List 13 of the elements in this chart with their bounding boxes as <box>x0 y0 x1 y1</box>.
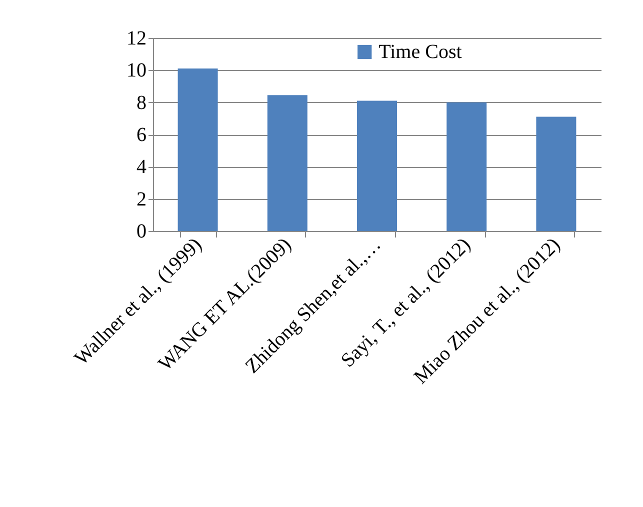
bar <box>446 102 487 231</box>
y-tick-label: 0 <box>136 220 146 242</box>
y-tick-label: 6 <box>136 124 146 146</box>
bar <box>267 95 308 231</box>
y-tick-label: 2 <box>136 188 146 210</box>
bar <box>536 116 576 231</box>
legend-label: Time Cost <box>378 41 462 63</box>
y-tick-label: 4 <box>136 156 146 178</box>
y-tick-label: 10 <box>126 60 146 82</box>
y-tick-label: 8 <box>136 92 146 114</box>
bar <box>178 68 218 231</box>
y-tick-label: 12 <box>126 28 146 50</box>
bar <box>357 100 397 231</box>
